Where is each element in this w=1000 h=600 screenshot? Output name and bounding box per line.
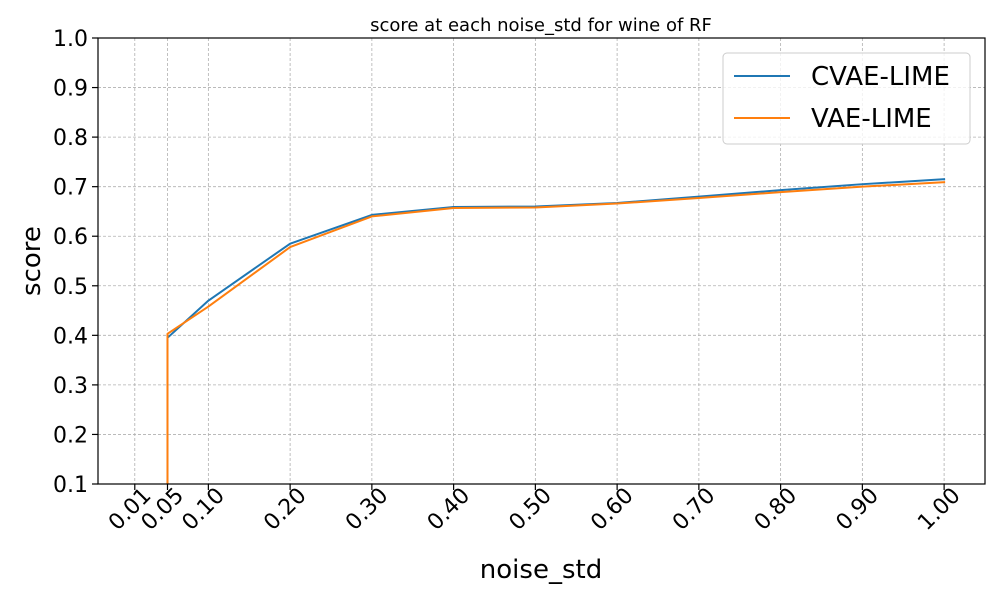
y-tick-label: 0.2 [53, 423, 88, 448]
series-lines [166, 178, 946, 484]
chart-title: score at each noise_std for wine of RF [370, 15, 712, 36]
x-axis-label: noise_std [480, 555, 602, 585]
legend: CVAE-LIME VAE-LIME [722, 52, 971, 145]
y-tick-label: 0.8 [53, 126, 88, 151]
y-tick-label: 0.3 [53, 374, 88, 399]
legend-label: VAE-LIME [811, 104, 932, 134]
y-tick-label: 0.9 [53, 77, 88, 102]
plot-frame [97, 37, 986, 485]
series-line-vae-lime [166, 181, 946, 484]
y-tick-label: 1.0 [53, 27, 88, 52]
y-axis-label: score [17, 226, 47, 296]
y-tick-label: 0.4 [53, 324, 88, 349]
y-tick-label: 0.6 [53, 225, 88, 250]
y-tick-label: 0.5 [53, 275, 88, 300]
legend-label: CVAE-LIME [811, 62, 950, 92]
y-tick-label: 0.1 [53, 473, 88, 498]
y-tick-label: 0.7 [53, 176, 88, 201]
